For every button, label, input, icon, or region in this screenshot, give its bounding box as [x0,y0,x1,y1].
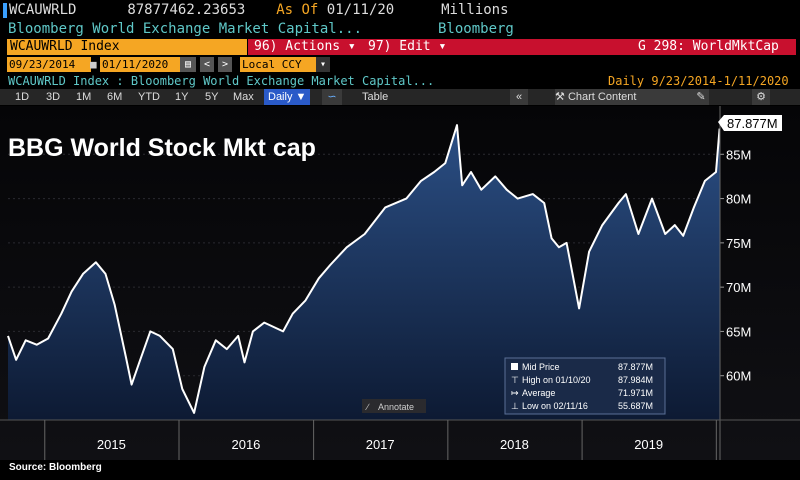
last-value-tag: 87.877M [718,115,782,131]
annotate-background [362,399,426,413]
chart-title: BBG World Stock Mkt cap [8,134,316,162]
chart-period: Daily 9/23/2014-1/11/2020 [608,74,789,88]
ticker-value: 87877462.23653 [127,2,246,18]
legend-high-icon: ⊤ [511,375,519,385]
x-tick-label: 2018 [500,437,529,452]
collapse-left-icon[interactable]: « [510,89,528,105]
chart-info-line: WCAUWRLD Index : Bloomberg World Exchang… [0,74,800,88]
legend-box: Mid Price 87.877M ⊤ High on 01/10/20 87.… [504,357,666,415]
series-area [8,125,720,420]
end-date-input[interactable]: 01/11/2020 [100,57,180,72]
x-tick-label: 2017 [366,437,395,452]
units-label: Millions [441,2,509,18]
wrench-icon: ⚒ [555,91,565,103]
legend-label-low: Low on 02/11/16 [522,401,588,411]
edit-menu[interactable]: 97) Edit ▾ [368,39,447,54]
legend-value-high: 87.984M [618,375,653,385]
date-range-bar: 09/23/2014 ■ 01/11/2020 ▤ < > Local CCY … [0,57,800,73]
legend-low-icon: ⊥ [511,401,519,411]
source-brand: Bloomberg [438,21,514,37]
actions-menu[interactable]: 96) Actions ▾ [254,39,356,54]
as-of-date: 01/11/20 [326,2,395,18]
legend-background [504,357,666,415]
y-tick-label: 85M [726,147,751,162]
legend-swatch [511,363,518,370]
x-axis: 2015 2016 2017 2018 2019 [0,419,800,460]
range-6m[interactable]: 6M [107,91,123,103]
date-separator-icon: ■ [90,58,97,71]
legend-value-average: 71.971M [618,388,653,398]
range-5y[interactable]: 5Y [205,91,219,103]
x-tick-label: 2019 [634,437,663,452]
chart-toolbar: 1D 3D 1M 6M YTD 1Y 5Y Max Daily ▼ ∽ Tabl… [0,89,800,105]
range-1m[interactable]: 1M [76,91,92,103]
legend-average-icon: ↦ [511,388,519,398]
last-value-box [718,115,782,131]
calendar-icon[interactable]: ▤ [180,57,196,72]
x-tick-label: 2016 [231,437,260,452]
chart-content-label: Chart Content [567,91,637,103]
chart-content-button[interactable]: ⚒ Chart Content [555,89,695,105]
security-name: Bloomberg World Exchange Market Capital.… [8,21,363,37]
legend-label-average: Average [522,388,555,398]
start-date-input[interactable]: 09/23/2014 [7,57,91,72]
range-1d[interactable]: 1D [15,91,30,103]
annotate-button[interactable]: ∕ Annotate [362,399,426,413]
annotate-label: Annotate [378,402,414,412]
next-period-icon[interactable]: > [218,57,232,72]
last-value-label: 87.877M [727,116,778,131]
x-tick-label: 2015 [97,437,126,452]
line-chart-icon[interactable]: ∽ [322,89,342,105]
gear-icon[interactable]: ⚙ [752,89,770,105]
y-tick-label: 60M [726,369,751,384]
command-bar: WCAUWRLD Index 96) Actions ▾ 97) Edit ▾ … [0,38,800,56]
source-footer: Source: Bloomberg [9,462,102,473]
series-line [7,124,721,414]
function-bar: 96) Actions ▾ 97) Edit ▾ G 298: WorldMkt… [248,39,796,55]
index-field[interactable]: WCAUWRLD Index [7,39,247,55]
legend-label-high: High on 01/10/20 [522,375,591,385]
range-3d[interactable]: 3D [46,91,61,103]
chart-description: WCAUWRLD Index : Bloomberg World Exchang… [8,74,435,88]
y-axis: 60M 65M 70M 75M 80M 85M [719,106,751,460]
ticker-symbol: WCAUWRLD [9,2,77,18]
y-tick-label: 80M [726,192,751,207]
y-tick-label: 65M [726,324,751,339]
range-ytd[interactable]: YTD [138,91,160,103]
prev-period-icon[interactable]: < [200,57,214,72]
annotate-pencil-icon: ∕ [365,402,370,412]
legend-value-low: 55.687M [618,401,653,411]
frequency-select[interactable]: Daily ▼ [264,89,311,105]
y-tick-label: 70M [726,280,751,295]
currency-select[interactable]: Local CCY [240,57,316,72]
y-tick-label: 75M [726,236,751,251]
legend-value-mid: 87.877M [618,362,653,372]
edit-chart-icon[interactable]: ✎ [693,89,709,105]
as-of-label: As Of [276,2,319,18]
function-code: G 298: WorldMktCap [638,39,779,54]
ticker-header: WCAUWRLD 87877462.23653 As Of 01/11/20 M… [0,0,800,20]
currency-dropdown-icon[interactable]: ▾ [316,57,330,72]
security-name-row: Bloomberg World Exchange Market Capital.… [0,20,800,38]
table-button[interactable]: Table [362,91,389,103]
range-max[interactable]: Max [233,91,254,103]
range-1y[interactable]: 1Y [175,91,189,103]
ticker-marker-icon [3,2,7,18]
legend-label-mid: Mid Price [522,362,560,372]
